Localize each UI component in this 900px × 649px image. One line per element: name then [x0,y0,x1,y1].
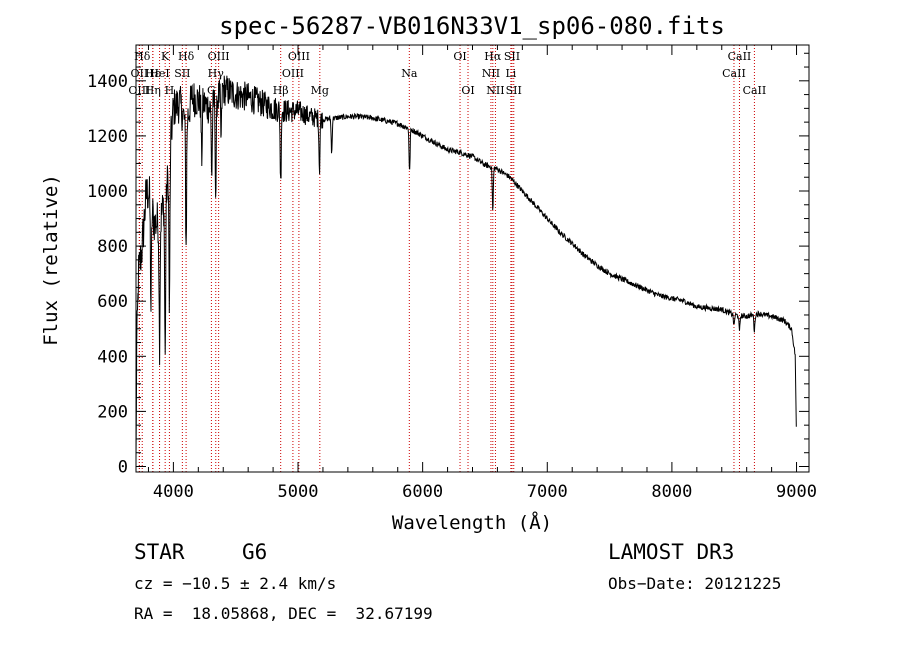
survey-name: LAMOST DR3 [608,540,735,564]
y-tick-label: 400 [97,347,128,367]
y-tick-label: 1400 [87,72,128,92]
y-axis-label: Flux (relative) [40,174,62,346]
line-marker-label: OI [461,84,474,97]
x-tick-label: 5000 [278,482,319,502]
line-marker-label: OI [453,50,466,63]
y-tick-label: 0 [118,457,128,477]
line-marker-labels: Hδ OII OIII Hε Hη K HeI H Hδ SII OIII Hγ G OIII OIII Hβ… [128,50,766,97]
line-marker-label: Mg [311,84,329,97]
line-marker-label: OIII [208,50,230,63]
line-marker-label: CaII [722,67,746,80]
plot-frame [135,44,810,473]
line-marker-label: Na [401,67,418,80]
line-marker-label: Hδ [178,50,195,63]
line-marker-label: SII [504,50,520,63]
x-axis-label: Wavelength (Å) [392,511,552,534]
line-marker-label: NII [486,84,504,97]
line-marker-label: Hα [484,50,502,63]
x-tick-label: 8000 [651,482,692,502]
redshift-value: cz = −10.5 ± 2.4 km/s [134,574,337,593]
line-marker-label: Hη [145,84,161,97]
y-tick-label: 1000 [87,182,128,202]
observation-date: Obs−Date: 20121225 [608,574,782,593]
line-marker-label: OIII [128,84,150,97]
chart-title: spec-56287-VB016N33V1_sp06-080.fits [219,12,725,40]
line-marker-label: H [165,84,175,97]
line-marker-label: Hβ [273,84,289,97]
line-markers [138,45,755,472]
y-tick-label: 600 [97,292,128,312]
line-marker-label: Li [505,67,516,80]
x-tick-label: 4000 [153,482,194,502]
line-marker-label: HeI [149,67,169,80]
object-class: STAR [134,540,185,564]
line-marker-label: Hε [145,67,161,80]
line-marker-label: Hδ [134,50,151,63]
line-marker-label: SII [506,84,522,97]
line-marker-label: G [207,84,216,97]
spectrum-line [135,75,797,460]
x-tick-label: 9000 [776,482,817,502]
line-marker-label: OIII [288,50,310,63]
y-tick-label: 800 [97,237,128,257]
x-tick-label: 6000 [402,482,443,502]
y-tick-label: 1200 [87,127,128,147]
line-marker-label: CaII [743,84,767,97]
line-marker-label: K [161,50,170,63]
x-axis-ticks: 4000 5000 6000 7000 8000 9000 [147,45,817,502]
coordinates: RA = 18.05868, DEC = 32.67199 [134,604,433,623]
line-marker-label: OIII [282,67,304,80]
y-tick-label: 200 [97,402,128,422]
line-marker-label: CaII [728,50,752,63]
spectral-subclass: G6 [242,540,268,564]
line-marker-label: Hγ [208,67,225,80]
line-marker-label: NII [482,67,500,80]
line-marker-label: SII [174,67,190,80]
y-axis-ticks: 0 200 400 600 800 1000 1200 1400 [87,52,809,477]
line-marker-label: OII [131,67,149,80]
x-tick-label: 7000 [527,482,568,502]
